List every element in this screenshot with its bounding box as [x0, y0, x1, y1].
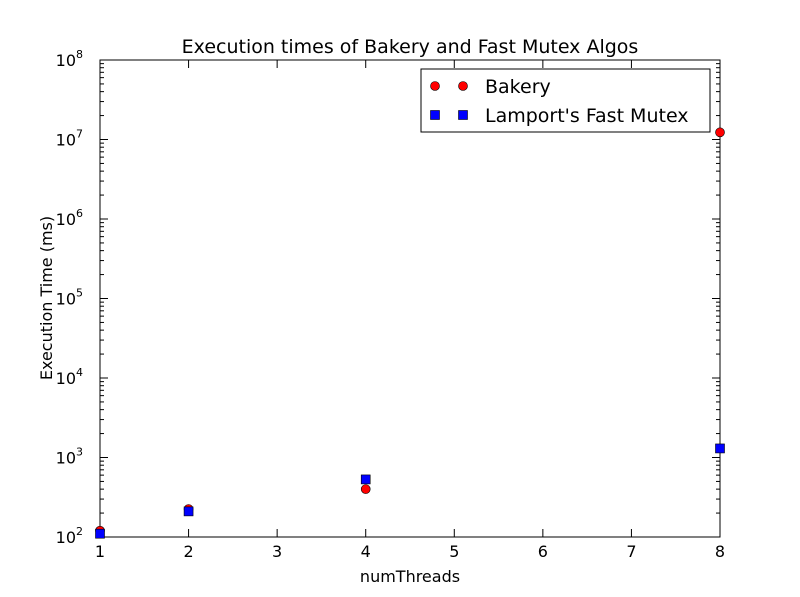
y-tick-exponent: 8	[76, 48, 83, 61]
y-tick-base: 10	[56, 369, 76, 388]
y-tick-base: 10	[56, 131, 76, 150]
y-tick-label: 102	[56, 525, 83, 547]
y-tick-label: 104	[56, 366, 83, 388]
x-tick-label: 7	[626, 542, 636, 561]
x-tick-label: 1	[95, 542, 105, 561]
legend-marker-fast-mutex	[430, 110, 440, 120]
legend-marker-bakery	[458, 81, 468, 91]
legend-box	[420, 68, 711, 133]
y-tick-exponent: 4	[76, 366, 83, 379]
x-tick-label: 4	[361, 542, 371, 561]
y-tick-base: 10	[56, 51, 76, 70]
y-tick-exponent: 7	[76, 128, 83, 141]
y-tick-base: 10	[56, 528, 76, 547]
fast-mutex-point	[715, 443, 725, 454]
bakery-point	[715, 127, 725, 138]
x-axis-label: numThreads	[360, 567, 460, 586]
fast-mutex-point	[95, 528, 105, 539]
plot-area	[99, 59, 721, 538]
legend-label: Lamport's Fast Mutex	[485, 105, 689, 127]
y-tick-base: 10	[56, 449, 76, 468]
y-tick-label: 106	[56, 207, 83, 229]
y-tick-base: 10	[56, 290, 76, 309]
data-markers	[95, 127, 725, 539]
fast-mutex-point	[183, 506, 194, 517]
x-tick-label: 5	[449, 542, 459, 561]
y-tick-exponent: 5	[76, 287, 83, 300]
chart-title: Execution times of Bakery and Fast Mutex…	[182, 36, 639, 58]
x-tick-label: 2	[183, 542, 193, 561]
fast-mutex-point	[360, 474, 371, 485]
y-tick-exponent: 6	[76, 207, 83, 220]
y-axis-label: Execution Time (ms)	[37, 216, 56, 380]
legend-label: Bakery	[485, 76, 551, 98]
bakery-point	[360, 484, 371, 494]
y-tick-label: 105	[56, 287, 83, 309]
y-tick-label: 107	[56, 128, 83, 150]
y-tick-base: 10	[56, 210, 76, 229]
y-tick-label: 103	[56, 446, 83, 468]
x-tick-label: 8	[715, 542, 725, 561]
y-tick-label: 108	[56, 48, 83, 70]
legend: Bakery Lamport's Fast Mutex	[420, 68, 711, 133]
x-tick-label: 3	[272, 542, 282, 561]
x-tick-label: 6	[538, 542, 548, 561]
legend-marker-bakery	[430, 81, 440, 91]
legend-marker-fast-mutex	[458, 110, 468, 120]
y-tick-exponent: 2	[76, 525, 83, 538]
y-tick-exponent: 3	[76, 446, 83, 459]
